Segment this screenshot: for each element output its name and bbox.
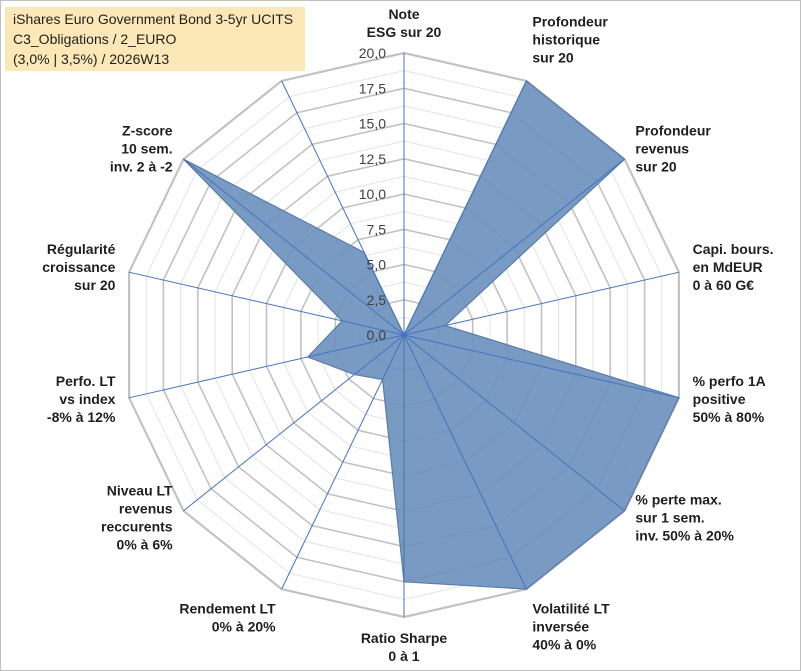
axis-label-perte_max: % perte max. sur 1 sem. inv. 50% à 20% [635, 492, 734, 544]
tick-layer: 0,0 2,5 5,0 7,5 10,0 12,5 15,0 17,5 20,0 [359, 45, 386, 343]
r-tick-label: 0,0 [367, 327, 387, 343]
r-tick-label: 7,5 [367, 221, 387, 237]
axis-spoke-regularite [128, 271, 405, 336]
axis-spoke-prof_rev [403, 158, 625, 336]
r-tick-label: 20,0 [359, 45, 386, 61]
axis-label-perfo_lt: Perfo. LT vs index -8% à 12% [47, 373, 116, 425]
axis-label-rendement: Rendement LT 0% à 20% [179, 601, 276, 635]
series-polygon-score [183, 79, 680, 590]
chart-title-line-2: C3_Obligations / 2_EURO [13, 31, 177, 47]
series-layer [183, 79, 680, 590]
chart-title-line-3: (3,0% | 3,5%) / 2026W13 [13, 51, 170, 67]
axis-label-perfo1a: % perfo 1A positive 50% à 80% [693, 373, 766, 425]
axis-label-capi: Capi. bours. en MdEUR 0 à 60 G€ [693, 241, 774, 293]
axis-spoke-perte_max [403, 334, 625, 512]
r-tick-label: 17,5 [359, 80, 386, 96]
r-tick-label: 5,0 [367, 257, 387, 273]
axis-spoke-rendement [281, 334, 405, 590]
r-tick-label: 2,5 [367, 292, 387, 308]
axis-label-sharpe: Ratio Sharpe 0 à 1 [361, 630, 448, 664]
axis-spoke-niveau_rev [183, 334, 405, 512]
axis-spoke-perfo1a [403, 334, 680, 399]
axis-spoke-perfo_lt [128, 334, 405, 399]
r-tick-label: 15,0 [359, 116, 386, 132]
axis-label-zscore: Z-score 10 sem. inv. 2 à -2 [110, 122, 173, 174]
axis-label-niveau_rev: Niveau LT revenus reccurents 0% à 6% [101, 483, 173, 553]
axis-label-prof_hist: Profondeur historique sur 20 [532, 13, 608, 65]
axis-label-volat: Volatilité LT inversée 40% à 0% [532, 601, 610, 653]
title-box: iShares Euro Government Bond 3-5yr UCITS… [5, 7, 305, 71]
axis-spoke-capi [403, 271, 680, 336]
axis-spoke-prof_hist [403, 80, 527, 336]
axis-label-esg: Note ESG sur 20 [367, 6, 442, 40]
spoke-layer [128, 53, 680, 617]
axis-label-regularite: Régularité croissance sur 20 [42, 241, 115, 293]
r-tick-label: 12,5 [359, 151, 386, 167]
r-tick-label: 10,0 [359, 186, 386, 202]
axis-label-prof_rev: Profondeur revenus sur 20 [635, 122, 711, 174]
axis-spoke-zscore [183, 158, 405, 336]
axis-spoke-volat [403, 334, 527, 590]
chart-title-line-1: iShares Euro Government Bond 3-5yr UCITS [13, 11, 294, 27]
axis-spoke-momentum [281, 80, 405, 336]
label-layer: Note ESG sur 20 Profondeur historique sur 20… [42, 6, 773, 664]
